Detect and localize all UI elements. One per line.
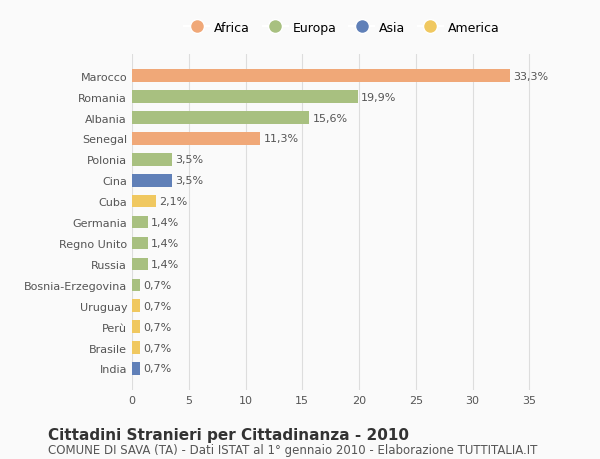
Text: 0,7%: 0,7%	[143, 280, 172, 290]
Text: 3,5%: 3,5%	[175, 155, 203, 165]
Bar	[132, 237, 148, 250]
Text: 0,7%: 0,7%	[143, 343, 172, 353]
Bar	[132, 216, 148, 229]
Bar	[132, 112, 309, 124]
Bar	[132, 196, 156, 208]
Bar	[132, 133, 260, 146]
Bar	[132, 279, 140, 291]
Text: 2,1%: 2,1%	[159, 197, 187, 207]
Bar	[132, 91, 358, 104]
Bar	[132, 341, 140, 354]
Text: 1,4%: 1,4%	[151, 218, 179, 228]
Bar	[132, 300, 140, 312]
Text: 19,9%: 19,9%	[361, 92, 397, 102]
Text: 1,4%: 1,4%	[151, 259, 179, 269]
Bar	[132, 174, 172, 187]
Text: Cittadini Stranieri per Cittadinanza - 2010: Cittadini Stranieri per Cittadinanza - 2…	[48, 427, 409, 442]
Text: COMUNE DI SAVA (TA) - Dati ISTAT al 1° gennaio 2010 - Elaborazione TUTTITALIA.IT: COMUNE DI SAVA (TA) - Dati ISTAT al 1° g…	[48, 443, 538, 456]
Text: 11,3%: 11,3%	[263, 134, 299, 144]
Bar	[132, 154, 172, 166]
Text: 0,7%: 0,7%	[143, 322, 172, 332]
Text: 15,6%: 15,6%	[313, 113, 347, 123]
Text: 33,3%: 33,3%	[514, 72, 548, 82]
Text: 0,7%: 0,7%	[143, 364, 172, 374]
Text: 1,4%: 1,4%	[151, 239, 179, 248]
Bar	[132, 70, 510, 83]
Text: 0,7%: 0,7%	[143, 301, 172, 311]
Legend: Africa, Europa, Asia, America: Africa, Europa, Asia, America	[181, 18, 503, 38]
Bar	[132, 258, 148, 271]
Text: 3,5%: 3,5%	[175, 176, 203, 186]
Bar	[132, 321, 140, 333]
Bar	[132, 363, 140, 375]
